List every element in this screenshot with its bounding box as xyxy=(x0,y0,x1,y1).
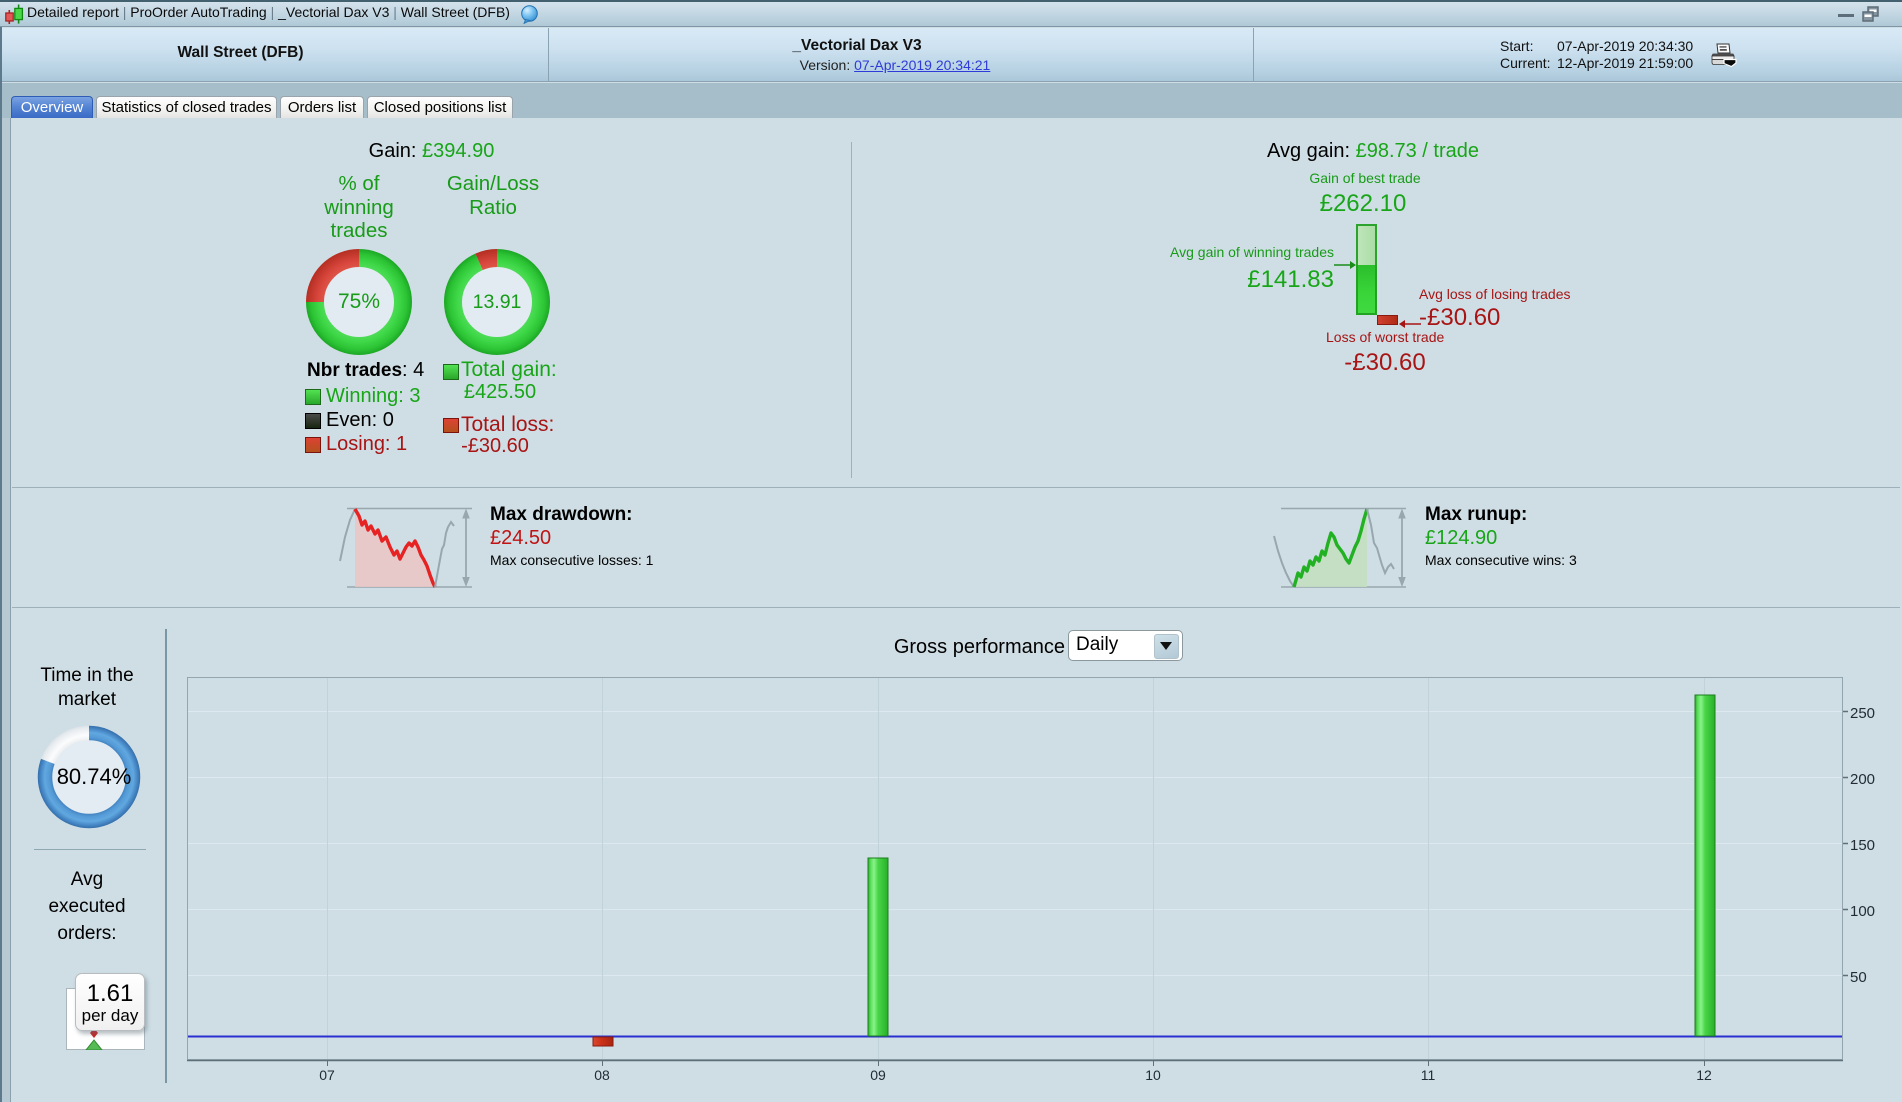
svg-text:11: 11 xyxy=(1421,1067,1436,1083)
svg-text:09: 09 xyxy=(870,1067,886,1083)
svg-text:50: 50 xyxy=(1850,969,1867,986)
svg-text:12: 12 xyxy=(1696,1067,1712,1083)
svg-text:250: 250 xyxy=(1850,705,1875,722)
svg-text:07: 07 xyxy=(319,1067,335,1083)
svg-text:10: 10 xyxy=(1145,1067,1161,1083)
svg-text:150: 150 xyxy=(1850,837,1875,854)
svg-text:100: 100 xyxy=(1850,903,1875,920)
svg-text:200: 200 xyxy=(1850,771,1875,788)
svg-text:08: 08 xyxy=(594,1067,610,1083)
